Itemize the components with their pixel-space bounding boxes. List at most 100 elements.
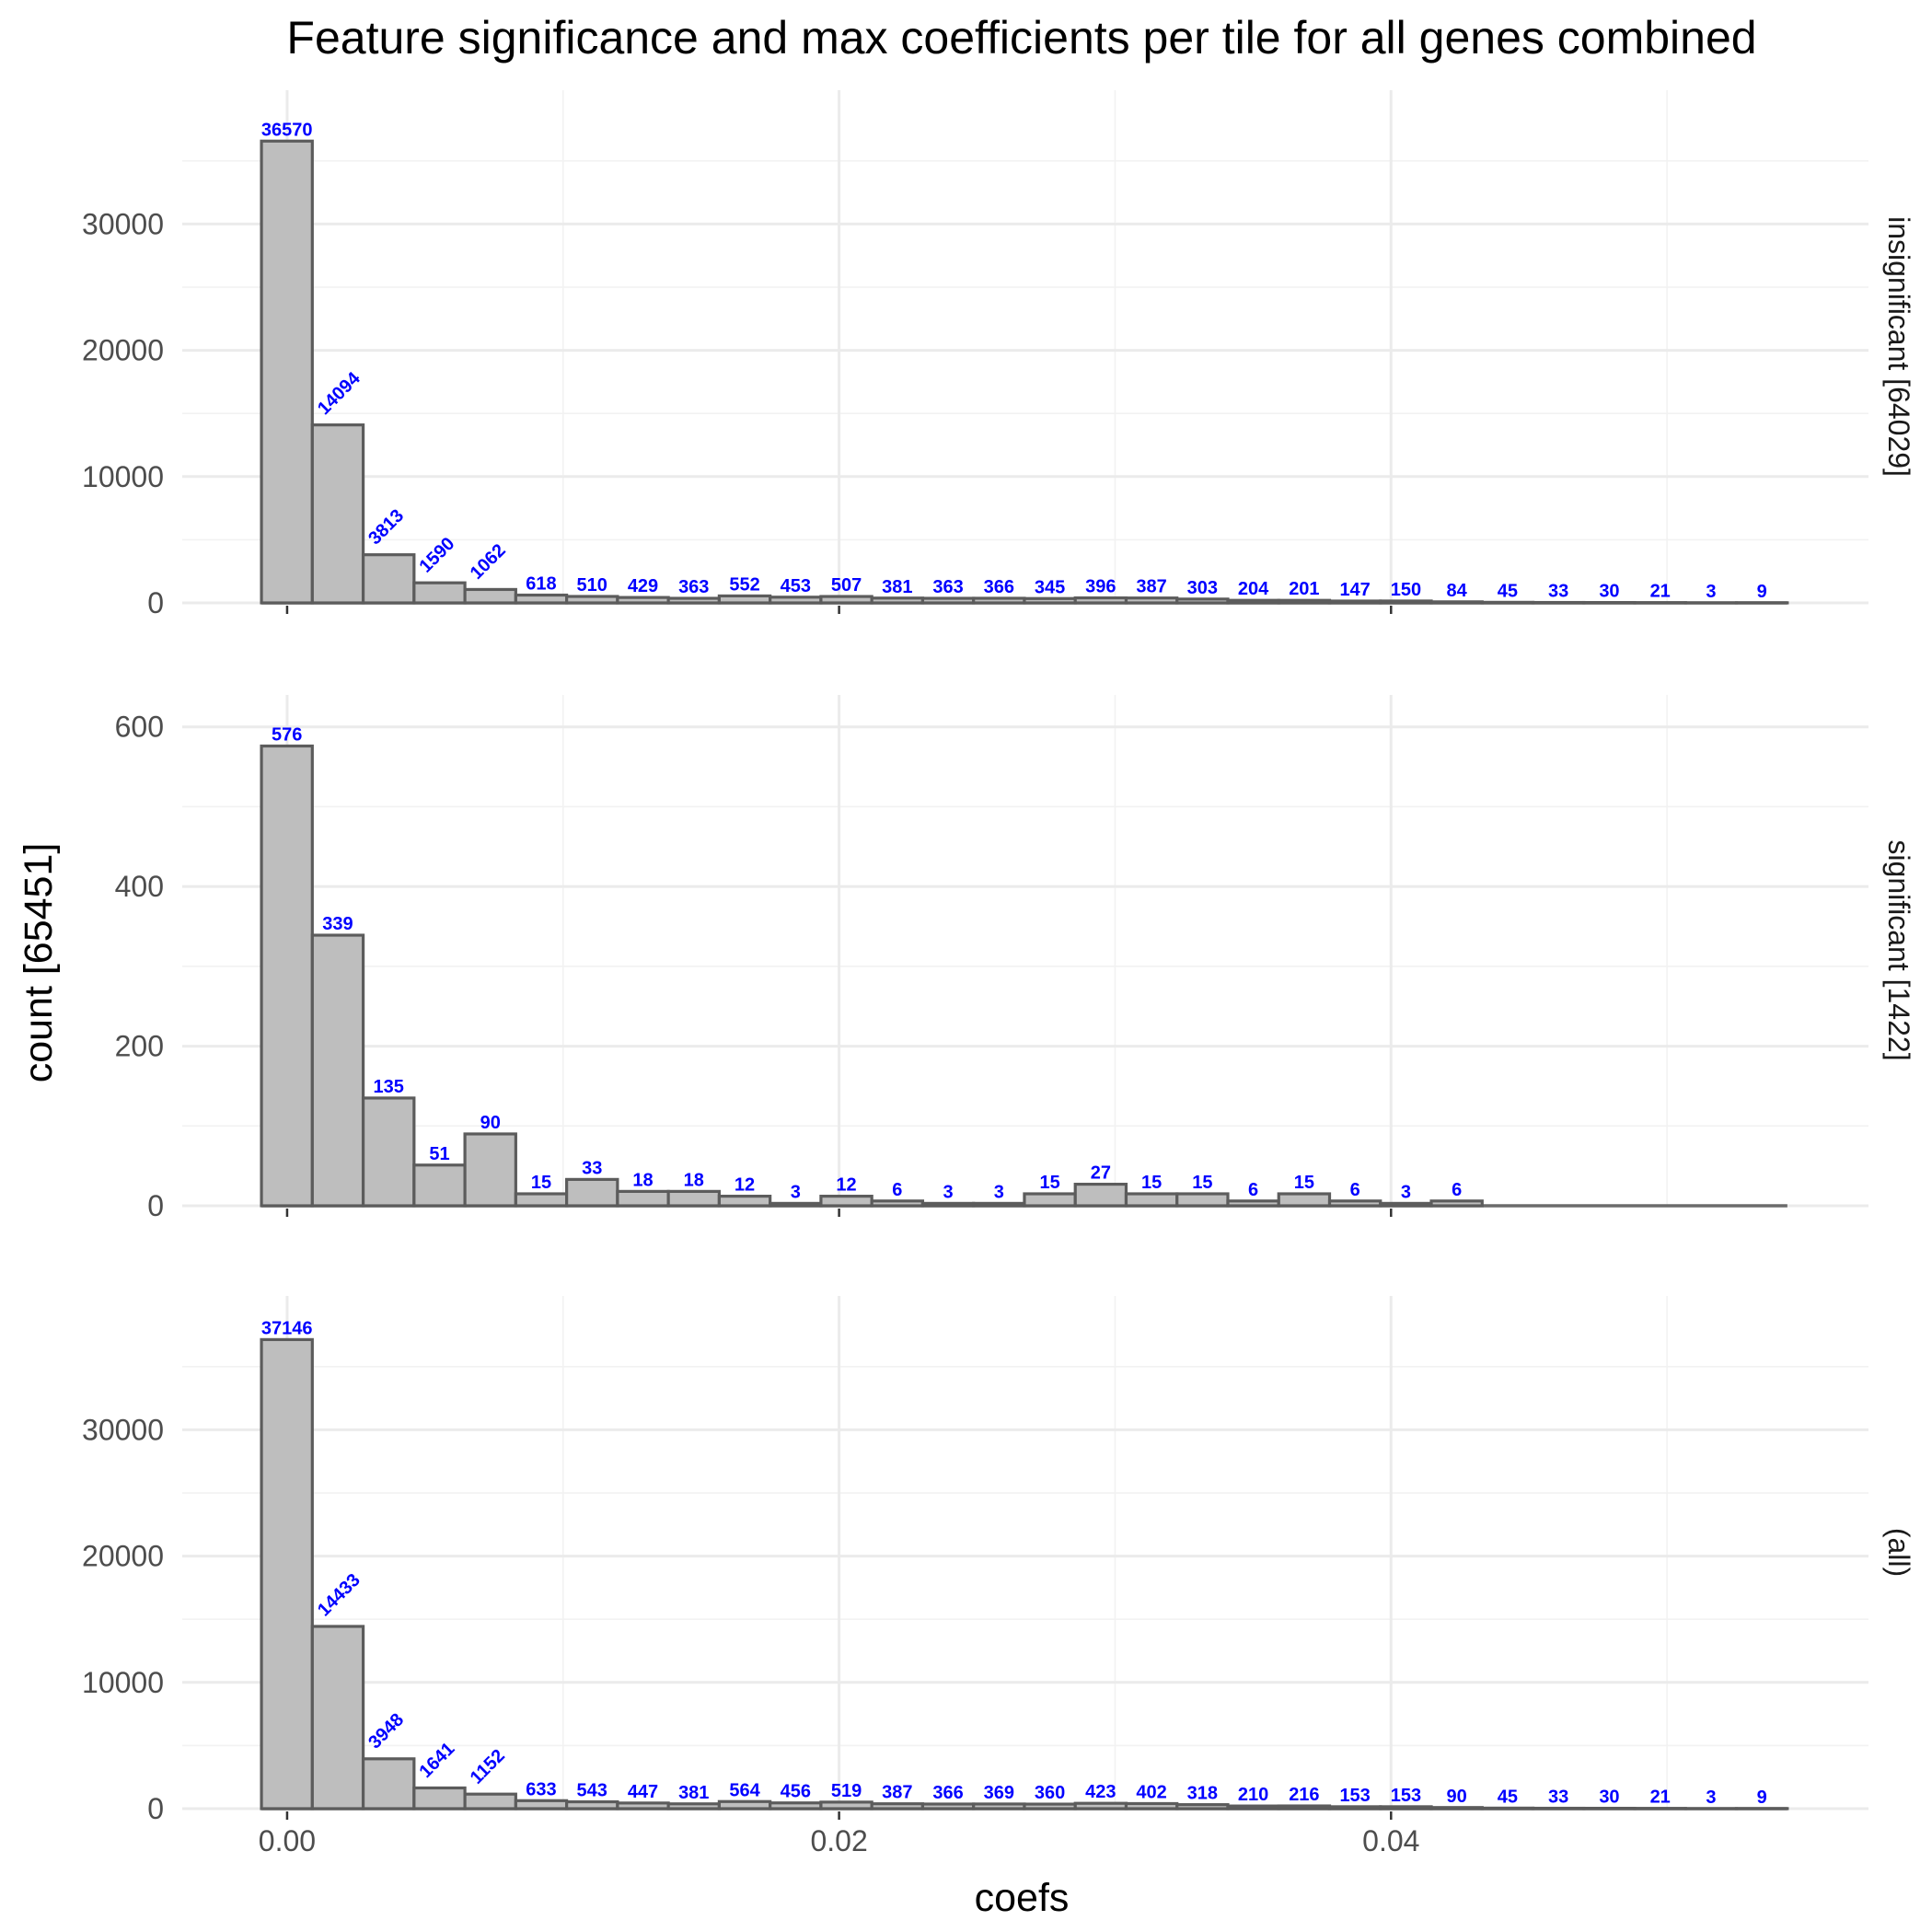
x-tick-label: 0.04 (1362, 1824, 1419, 1857)
histogram-bar (616, 596, 670, 605)
bar-count-label: 204 (1238, 579, 1269, 599)
bar-count-label: 429 (628, 576, 658, 596)
bar-count-label: 519 (831, 1781, 862, 1801)
histogram-bar (1277, 598, 1332, 605)
histogram-bar (1327, 1805, 1382, 1811)
bar-count-label: 33 (1548, 1787, 1568, 1808)
histogram-bar (1277, 1192, 1332, 1208)
bar-count-label: 3 (994, 1182, 1004, 1202)
histogram-bar (565, 1177, 619, 1208)
histogram-bar (1429, 600, 1484, 605)
histogram-bar (463, 1792, 517, 1811)
bar-count-label: 339 (322, 914, 353, 934)
bar-count-label: 150 (1391, 580, 1421, 600)
bar-count-label: 45 (1498, 1787, 1518, 1807)
bar-count-label: 576 (272, 725, 302, 746)
histogram-bar (514, 1799, 569, 1811)
bar-count-label: 510 (577, 575, 607, 596)
bar-count-label: 3 (1706, 1787, 1716, 1808)
histogram-bar (717, 594, 772, 605)
bar-count-label: 6 (892, 1180, 902, 1200)
bar-count-label: 345 (1035, 577, 1065, 597)
bar-count-label: 153 (1391, 1786, 1421, 1806)
bar-count-label: 543 (577, 1781, 607, 1801)
bar-count-label: 3813 (364, 505, 408, 549)
bar-count-label: 363 (932, 577, 963, 597)
histogram-bar (1226, 1199, 1280, 1208)
histogram-bar (769, 1801, 823, 1811)
histogram-bar (361, 1096, 416, 1208)
bar-count-label: 507 (831, 575, 862, 596)
bar-count-label: 201 (1289, 579, 1319, 599)
y-tick-label: 400 (115, 870, 164, 903)
histogram-bar (260, 744, 314, 1208)
bar-count-label: 18 (684, 1170, 704, 1190)
bar-count-label: 147 (1339, 580, 1370, 600)
bar-count-label: 30 (1599, 1787, 1619, 1808)
bar-count-label: 456 (781, 1782, 811, 1802)
y-tick-label: 10000 (82, 1666, 164, 1699)
histogram-bar (463, 1132, 517, 1208)
bar-count-label: 15 (531, 1173, 551, 1193)
y-tick-label: 200 (115, 1030, 164, 1063)
bar-count-label: 387 (882, 1783, 912, 1803)
histogram-bar (920, 1802, 976, 1811)
bar-count-label: 363 (678, 577, 709, 597)
bar-count-label: 3 (943, 1182, 953, 1202)
histogram-bar (666, 1189, 721, 1208)
histogram-bar (1175, 1192, 1230, 1208)
bar-count-label: 18 (632, 1170, 653, 1190)
histogram-bar (1023, 1192, 1077, 1208)
bar-count-label: 360 (1035, 1783, 1065, 1803)
histogram-bar (920, 596, 976, 605)
bar-count-label: 3 (1401, 1182, 1411, 1202)
histogram-bar (1327, 1199, 1382, 1208)
histogram-bar (310, 933, 365, 1208)
y-tick-label: 10000 (82, 460, 164, 493)
y-tick-label: 600 (115, 711, 164, 744)
bar-count-label: 396 (1085, 577, 1116, 597)
histogram-bar (1124, 1192, 1179, 1208)
histogram-bar (514, 593, 569, 605)
bar-count-label: 15 (1141, 1173, 1162, 1193)
bar-count-label: 564 (729, 1780, 760, 1800)
bar-count-label: 9 (1757, 582, 1767, 602)
histogram-bar (1073, 1801, 1128, 1811)
bar-count-label: 3 (791, 1182, 801, 1202)
histogram-bar (463, 587, 517, 605)
histogram-bar (565, 595, 619, 605)
bar-count-label: 27 (1091, 1163, 1111, 1184)
histogram-bar (666, 1802, 721, 1811)
bar-count-label: 12 (836, 1175, 856, 1196)
y-tick-label: 30000 (82, 207, 164, 240)
bar-count-label: 552 (729, 574, 759, 595)
bar-count-label: 21 (1650, 1787, 1671, 1808)
histogram-bar (616, 1801, 670, 1811)
histogram-bar (310, 423, 365, 605)
histogram-bar (870, 1199, 925, 1208)
y-tick-label: 20000 (82, 334, 164, 367)
histogram-bar (412, 581, 467, 605)
bar-count-label: 14433 (314, 1570, 364, 1621)
bar-count-label: 381 (678, 1783, 709, 1803)
bar-count-label: 1152 (467, 1745, 509, 1787)
bar-count-label: 15 (1039, 1173, 1059, 1193)
histogram-bar (1327, 599, 1382, 605)
bar-count-label: 633 (526, 1779, 556, 1799)
y-tick-label: 30000 (82, 1413, 164, 1446)
bar-count-label: 216 (1289, 1785, 1319, 1805)
facet-strip-label: (all) (1882, 1528, 1915, 1577)
x-axis: 0.00 0.02 0.04 (259, 1824, 1420, 1857)
bar-count-label: 6 (1248, 1180, 1258, 1200)
histogram-bar (666, 596, 721, 605)
bar-count-label: 3 (1706, 582, 1716, 602)
histogram-bar (1073, 1182, 1128, 1208)
bar-count-label: 6 (1350, 1180, 1360, 1200)
histogram-bar (1379, 1805, 1433, 1811)
histogram-bar (1175, 1803, 1230, 1811)
